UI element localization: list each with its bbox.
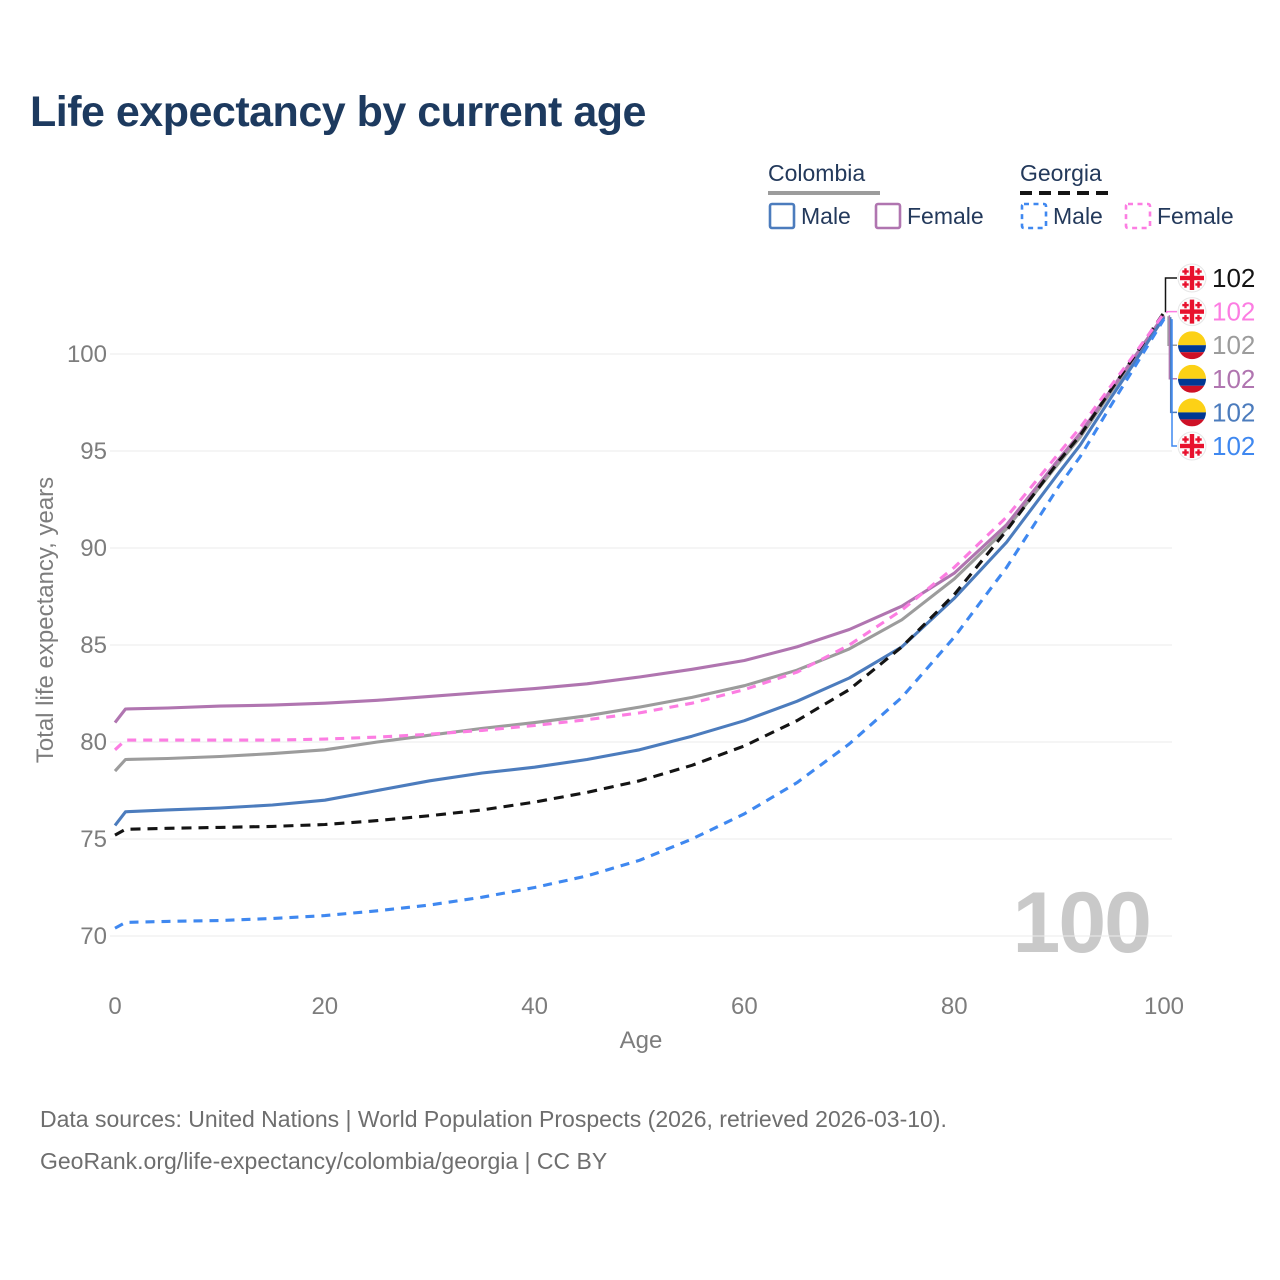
legend-item-colombia-male[interactable]: Male bbox=[768, 202, 851, 230]
attribution-line: GeoRank.org/life-expectancy/colombia/geo… bbox=[40, 1148, 608, 1174]
gridlines bbox=[110, 353, 1172, 937]
callout-connector bbox=[1171, 319, 1177, 447]
callout-connector bbox=[1164, 277, 1177, 313]
callout-value: 102 bbox=[1212, 364, 1255, 394]
colombia-line-style-swatch bbox=[768, 191, 880, 195]
legend-item-label: Male bbox=[1053, 203, 1103, 229]
flag-georgia-icon bbox=[1177, 297, 1207, 327]
x-tick-label: 40 bbox=[521, 993, 548, 1020]
x-tick-label: 80 bbox=[941, 993, 968, 1020]
data-source-line: Data sources: United Nations | World Pop… bbox=[40, 1106, 947, 1132]
y-tick-label: 75 bbox=[80, 826, 107, 853]
series-line-georgia-both-sexes[interactable] bbox=[114, 311, 1166, 837]
y-tick-label: 85 bbox=[80, 632, 107, 659]
flag-georgia-icon bbox=[1177, 431, 1207, 461]
x-axis-ticks: 0 20 40 60 80 100 bbox=[108, 993, 1184, 1020]
flag-georgia-icon bbox=[1177, 263, 1207, 293]
series-lines bbox=[113, 311, 1166, 930]
colombia-female-swatch-icon bbox=[874, 202, 902, 230]
callout-connector bbox=[1167, 316, 1177, 346]
y-tick-label: 90 bbox=[80, 535, 107, 562]
georgia-male-swatch-icon bbox=[1020, 202, 1048, 230]
legend-item-colombia-female[interactable]: Female bbox=[874, 202, 984, 230]
legend-item-georgia-female[interactable]: Female bbox=[1124, 202, 1234, 230]
y-tick-label: 80 bbox=[80, 729, 107, 756]
legend-group-georgia[interactable]: Georgia bbox=[1020, 160, 1114, 195]
age-watermark: 100 bbox=[1013, 875, 1151, 971]
x-tick-label: 0 bbox=[108, 993, 121, 1020]
callout-connector bbox=[1168, 315, 1177, 380]
y-tick-label: 100 bbox=[67, 341, 107, 368]
callout-connector bbox=[1166, 310, 1177, 314]
legend-country-label-georgia: Georgia bbox=[1020, 160, 1102, 186]
series-line-colombia-female[interactable] bbox=[113, 314, 1166, 724]
callout-connector bbox=[1169, 317, 1177, 414]
georgia-line-style-swatch bbox=[1020, 191, 1114, 195]
series-line-georgia-male[interactable] bbox=[114, 318, 1166, 930]
callout-value: 102 bbox=[1212, 263, 1255, 293]
footer: Data sources: United Nations | World Pop… bbox=[40, 1106, 947, 1190]
legend-country-label-colombia: Colombia bbox=[768, 160, 866, 186]
x-tick-label: 60 bbox=[731, 993, 758, 1020]
y-axis-ticks: 70 75 80 85 90 95 100 bbox=[67, 341, 107, 950]
series-line-colombia-male[interactable] bbox=[113, 316, 1166, 827]
y-tick-label: 95 bbox=[80, 438, 107, 465]
callout-value: 102 bbox=[1212, 397, 1255, 427]
callout-value: 102 bbox=[1212, 431, 1255, 461]
legend-item-label: Male bbox=[801, 203, 851, 229]
page-title: Life expectancy by current age bbox=[30, 88, 646, 136]
x-tick-label: 20 bbox=[311, 993, 338, 1020]
legend-item-label: Female bbox=[907, 203, 984, 229]
callout-value: 102 bbox=[1212, 297, 1255, 327]
x-axis-title: Age bbox=[620, 1027, 663, 1054]
flag-colombia-icon bbox=[1178, 398, 1206, 427]
y-tick-label: 70 bbox=[80, 923, 107, 950]
callout-value: 102 bbox=[1212, 330, 1255, 360]
flag-colombia-icon bbox=[1178, 364, 1206, 393]
legend-item-georgia-male[interactable]: Male bbox=[1020, 202, 1103, 230]
georgia-female-swatch-icon bbox=[1124, 202, 1152, 230]
flag-colombia-icon bbox=[1178, 331, 1206, 360]
series-line-georgia-female[interactable] bbox=[113, 312, 1166, 751]
x-tick-label: 100 bbox=[1144, 993, 1184, 1020]
colombia-male-swatch-icon bbox=[768, 202, 796, 230]
legend-group-colombia[interactable]: Colombia bbox=[768, 160, 880, 195]
legend-item-label: Female bbox=[1157, 203, 1234, 229]
